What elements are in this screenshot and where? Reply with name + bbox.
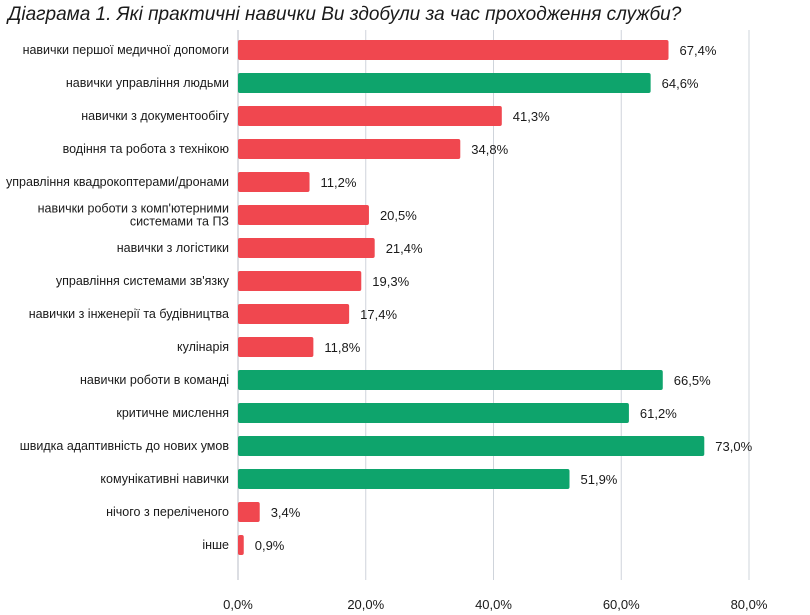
value-label: 66,5% — [674, 373, 711, 388]
value-label: 21,4% — [386, 241, 423, 256]
bar — [238, 337, 314, 357]
category-label: кулінарія — [177, 340, 229, 354]
bar — [238, 535, 244, 555]
category-label: навички роботи з комп'ютерними системами … — [38, 202, 229, 229]
x-axis-ticks: 0,0% 20,0% 40,0% 60,0% 80,0% — [223, 597, 768, 612]
category-label: навички з логістики — [117, 241, 229, 255]
category-label: управління системами зв'язку — [56, 274, 230, 288]
category-label: навички управління людьми — [66, 76, 229, 90]
bar — [238, 469, 570, 489]
value-label: 73,0% — [715, 439, 752, 454]
category-label: інше — [202, 538, 229, 552]
bar — [238, 205, 369, 225]
category-labels: навички першої медичної допомоги навички … — [6, 43, 230, 552]
value-label: 11,8% — [324, 340, 360, 355]
bar — [238, 370, 663, 390]
value-label: 51,9% — [581, 472, 618, 487]
bar — [238, 271, 362, 291]
bar — [238, 403, 629, 423]
category-label: навички з документообігу — [81, 109, 230, 123]
category-label: навички з інженерії та будівництва — [29, 307, 229, 321]
value-label: 19,3% — [372, 274, 409, 289]
bar — [238, 73, 651, 93]
value-label: 67,4% — [680, 43, 717, 58]
value-label: 0,9% — [255, 538, 285, 553]
chart-title: Діаграма 1. Які практичні навички Ви здо… — [8, 4, 682, 25]
category-label: навички першої медичної допомоги — [23, 43, 229, 57]
x-tick-label: 60,0% — [603, 597, 640, 612]
x-tick-label: 80,0% — [731, 597, 768, 612]
bar — [238, 106, 502, 126]
category-label: водіння та робота з технікою — [63, 142, 229, 156]
value-label: 41,3% — [513, 109, 550, 124]
value-label: 61,2% — [640, 406, 677, 421]
bar — [238, 436, 705, 456]
x-tick-label: 0,0% — [223, 597, 253, 612]
value-labels: 67,4% 64,6% 41,3% 34,8% 11,2% 20,5% 21,4% 19,3%… — [255, 43, 753, 553]
value-label: 3,4% — [271, 505, 301, 520]
category-label: комунікативні навички — [100, 472, 229, 486]
value-label: 64,6% — [662, 76, 699, 91]
bar — [238, 304, 350, 324]
bar — [238, 40, 669, 60]
value-label: 34,8% — [471, 142, 508, 157]
category-label: управління квадрокоптерами/дронами — [6, 175, 229, 189]
x-tick-label: 40,0% — [475, 597, 512, 612]
value-label: 20,5% — [380, 208, 417, 223]
bar — [238, 238, 375, 258]
category-label: нічого з переліченого — [106, 505, 229, 519]
category-label: навички роботи в команді — [80, 373, 229, 387]
category-label: критичне мислення — [116, 406, 229, 420]
category-label: швидка адаптивність до нових умов — [20, 439, 230, 453]
bars — [238, 40, 705, 555]
x-tick-label: 20,0% — [347, 597, 384, 612]
value-label: 11,2% — [321, 175, 357, 190]
bar — [238, 502, 260, 522]
bar — [238, 139, 461, 159]
bar — [238, 172, 310, 192]
value-label: 17,4% — [360, 307, 397, 322]
